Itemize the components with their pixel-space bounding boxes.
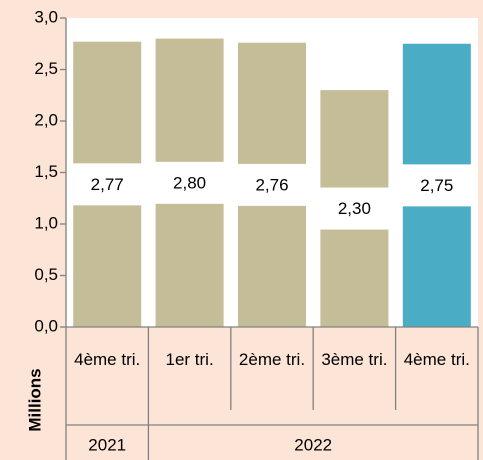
y-tick-label: 1,5 <box>34 162 58 181</box>
y-tick-label: 3,0 <box>34 7 58 26</box>
x-tick-label: 3ème tri. <box>321 350 388 369</box>
y-tick-label: 0,5 <box>34 265 58 284</box>
y-tick-label: 0,0 <box>34 316 58 335</box>
y-tick-label: 1,0 <box>34 213 58 232</box>
group-label: 2021 <box>88 435 126 454</box>
data-label-bg <box>237 163 307 206</box>
y-tick-label: 2,5 <box>34 59 58 78</box>
x-tick-label: 2ème tri. <box>238 350 306 369</box>
data-label-bg <box>154 161 225 204</box>
x-tick-label: 4ème tri. <box>403 350 470 369</box>
data-label-bg <box>401 164 472 207</box>
data-label: 2,77 <box>91 175 124 194</box>
x-tick-label: 4ème tri. <box>74 350 141 369</box>
group-label: 2022 <box>294 435 332 454</box>
data-label: 2,80 <box>173 173 206 192</box>
data-label: 2,76 <box>255 175 288 194</box>
data-label-bg <box>72 163 143 206</box>
data-label-bg <box>319 187 390 230</box>
data-label: 2,30 <box>338 199 371 218</box>
x-tick-label: 1er tri. <box>165 350 214 369</box>
y-tick-label: 2,0 <box>34 110 58 129</box>
y-axis-label: Millions <box>25 368 44 431</box>
data-label: 2,75 <box>420 176 453 195</box>
